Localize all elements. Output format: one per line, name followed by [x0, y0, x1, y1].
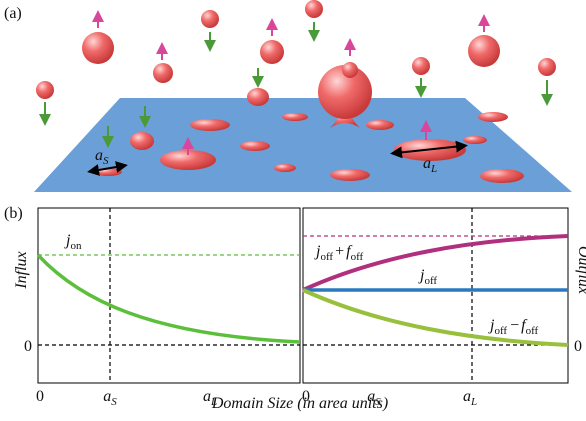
left-frame — [38, 208, 300, 383]
x-label: Domain Size (in area units) — [211, 395, 388, 412]
lower-label: joff−foff — [488, 317, 539, 337]
x-tick-label: 0 — [36, 388, 44, 405]
tick-base: a — [203, 388, 211, 405]
panel-b: (b) Influx Outflux 0 0 jon joff+foff jof… — [4, 205, 586, 412]
tick-sub: S — [111, 396, 117, 408]
x-tick-label: aL — [463, 388, 477, 408]
x-tick-label: aS — [103, 388, 117, 408]
figure: (a) aS aL (b) Influx Outflux 0 0 jon jof… — [0, 0, 586, 416]
y-label: Outflux — [575, 246, 586, 294]
tick-base: a — [463, 388, 471, 405]
panel-label: (b) — [4, 205, 23, 222]
influx-curve — [38, 255, 300, 342]
y-tick-label: 0 — [574, 338, 582, 355]
tick-base: 0 — [36, 388, 44, 405]
tick-base: a — [103, 388, 111, 405]
tick-sub: L — [470, 396, 477, 408]
level-label: jon — [64, 232, 82, 252]
upper-label: joff+foff — [314, 243, 364, 263]
right-frame — [303, 208, 568, 383]
middle-label: joff — [418, 267, 437, 287]
y-tick-label: 0 — [24, 338, 32, 355]
y-label: Influx — [13, 251, 30, 289]
panel-a: (a) aS aL — [4, 0, 572, 192]
panel-label: (a) — [4, 5, 22, 22]
